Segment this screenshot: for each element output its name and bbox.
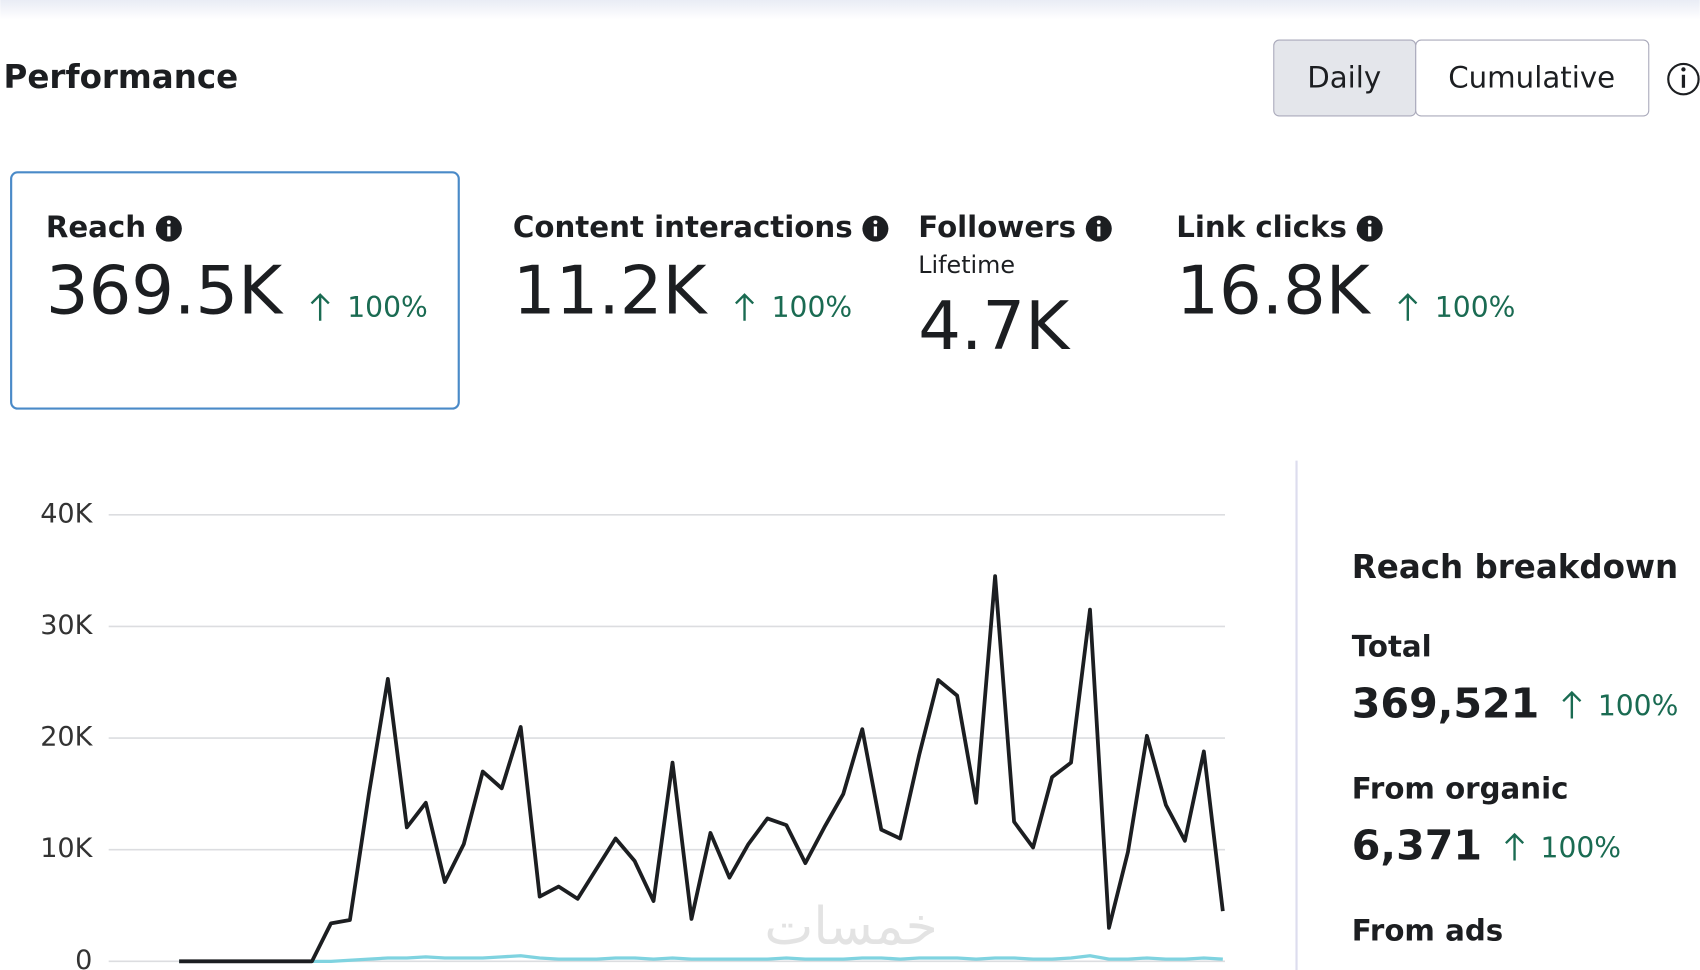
info-icon[interactable]: [1667, 62, 1700, 96]
selected-card[interactable]: [10, 171, 460, 410]
metric-label: Content interactions: [513, 210, 853, 244]
info-icon-dot: [166, 220, 171, 225]
breakdown-label: From ads: [1352, 914, 1503, 948]
metric-value: 11.2K: [513, 251, 709, 329]
breakdown-label: Total: [1352, 630, 1432, 664]
line-series: [179, 574, 1225, 964]
metric-label: Followers: [918, 210, 1076, 244]
metric-sublabel: Lifetime: [918, 251, 1015, 279]
toggle-cumulative[interactable]: [1415, 39, 1650, 117]
info-icon-dot: [873, 220, 878, 225]
breakdown-change: 100%: [1541, 832, 1622, 865]
up-arrow: [735, 293, 755, 321]
breakdown-label: From organic: [1352, 772, 1569, 806]
y-tick-label: 20K: [40, 722, 93, 753]
metric-value: 16.8K: [1176, 251, 1372, 329]
metric-label: Link clicks: [1176, 210, 1347, 244]
y-tick-label: 40K: [40, 498, 93, 529]
info-icon-dot: [1681, 67, 1686, 72]
up-arrow: [1398, 293, 1418, 321]
info-icon-dot: [1096, 220, 1101, 225]
toggle-label: Cumulative: [1448, 61, 1615, 95]
y-tick-label: 10K: [40, 833, 93, 864]
up-arrow: [310, 293, 330, 321]
metric-change: 100%: [772, 291, 853, 324]
up-arrow: [1505, 832, 1525, 861]
y-tick-label: 0: [75, 945, 92, 970]
top-strip: [0, 0, 1700, 20]
breakdown-value: 6,371: [1352, 822, 1482, 870]
line-series: [179, 954, 1223, 963]
metric-value: 4.7K: [918, 287, 1071, 365]
metric-value: 369.5K: [46, 251, 284, 329]
watermark: خمسات: [764, 897, 937, 957]
info-icon-stem: [1368, 226, 1372, 237]
metric-label: Reach: [46, 210, 146, 244]
up-arrow: [1562, 690, 1582, 719]
y-tick-label: 30K: [40, 610, 93, 641]
info-icon-stem: [873, 226, 878, 237]
metric-change: 100%: [1435, 291, 1516, 324]
info-icon-stem: [1681, 74, 1686, 88]
toggle-label: Daily: [1307, 61, 1381, 95]
breakdown-value: 369,521: [1352, 680, 1540, 728]
info-icon-stem: [167, 226, 171, 237]
info-icon-dot: [1367, 220, 1372, 225]
breakdown-title: Reach breakdown: [1352, 548, 1678, 586]
breakdown-change: 100%: [1598, 690, 1679, 723]
metric-change: 100%: [347, 291, 428, 324]
page-title: Performance: [4, 58, 239, 96]
info-icon-stem: [1097, 226, 1101, 237]
